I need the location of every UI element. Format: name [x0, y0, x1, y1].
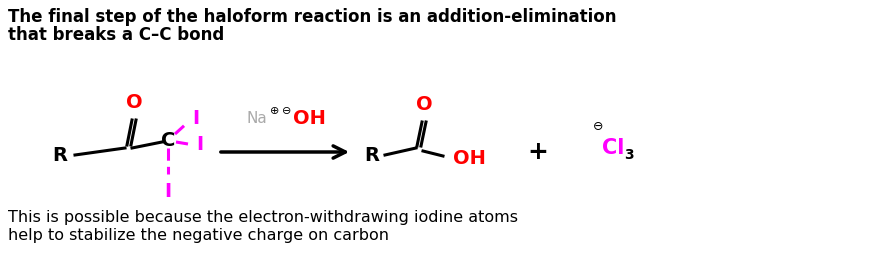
Text: The final step of the haloform reaction is an addition-elimination: The final step of the haloform reaction … — [8, 8, 617, 26]
Text: ⊖: ⊖ — [282, 106, 291, 116]
Text: 3: 3 — [624, 148, 634, 162]
Text: R: R — [52, 146, 67, 165]
Text: +: + — [528, 140, 548, 164]
Text: O: O — [415, 95, 432, 114]
Text: that breaks a C–C bond: that breaks a C–C bond — [8, 26, 224, 44]
Text: R: R — [364, 146, 379, 165]
Text: This is possible because the electron-withdrawing iodine atoms: This is possible because the electron-wi… — [8, 210, 518, 225]
Text: I: I — [192, 108, 199, 127]
Text: Na: Na — [246, 110, 267, 126]
Text: OH: OH — [293, 108, 326, 127]
Text: help to stabilize the negative charge on carbon: help to stabilize the negative charge on… — [8, 228, 389, 243]
Text: I: I — [165, 182, 172, 201]
Text: OH: OH — [453, 148, 486, 167]
Text: Cl: Cl — [602, 138, 625, 158]
Text: ⊖: ⊖ — [593, 120, 604, 133]
Text: ⊕: ⊕ — [270, 106, 279, 116]
Text: O: O — [126, 93, 143, 112]
Text: C: C — [161, 131, 175, 150]
Text: I: I — [196, 134, 203, 153]
